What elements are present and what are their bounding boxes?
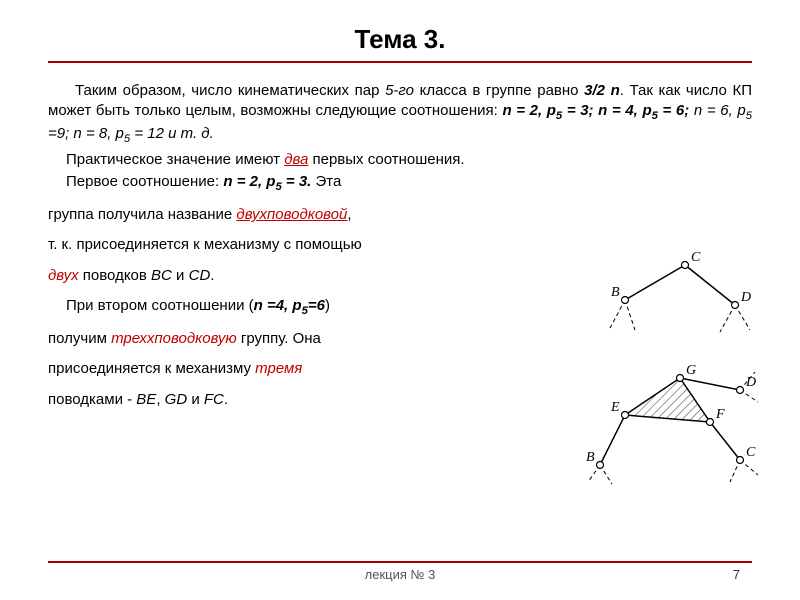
text: поводками - — [48, 391, 136, 408]
text-bold: 3/2 n — [584, 82, 620, 99]
text-red: двухповодковой — [236, 206, 347, 223]
text: получим — [48, 330, 111, 347]
text: ) — [325, 297, 330, 314]
text-bold: = 3. — [282, 173, 312, 190]
slide: Тема 3. Таким образом, число кинематичес… — [0, 0, 800, 600]
footer: лекция № 3 — [0, 561, 800, 582]
text: , — [347, 206, 351, 223]
line-5: т. к. присоединяется к механизму с помощ… — [48, 235, 568, 255]
paragraph-2: Практическое значение имеют два первых с… — [48, 150, 752, 170]
text-bold: = 6; — [658, 102, 689, 119]
text-emph: CD — [189, 267, 211, 284]
line-9: присоединяется к механизму тремя — [48, 359, 568, 379]
text: =9; n = 8, p — [48, 125, 124, 142]
diagram-three-link: E G F B D C — [580, 360, 770, 490]
text: n = 6, p — [689, 102, 745, 119]
text-red: два — [284, 151, 308, 168]
text-emph: BC — [151, 267, 172, 284]
line-4: группа получила название двухповодковой, — [48, 205, 568, 225]
text: группа получила название — [48, 206, 236, 223]
title-divider — [48, 61, 752, 63]
text: При втором соотношении ( — [66, 297, 254, 314]
text-bold: = 3; n = 4, p — [562, 102, 651, 119]
text: поводков — [79, 267, 151, 284]
text: Первое соотношение: — [66, 173, 223, 190]
slide-title: Тема 3. — [48, 24, 752, 55]
text: Таким образом, число кинематических пар — [75, 82, 385, 99]
paragraph-1: Таким образом, число кинематических пар … — [48, 81, 752, 148]
svg-text:G: G — [686, 363, 696, 378]
text-emph: 5-го — [385, 82, 414, 99]
text: присоединяется к механизму — [48, 360, 255, 377]
text-bold: n =4, p — [254, 297, 302, 314]
text: и — [187, 391, 204, 408]
text: = 12 и т. д. — [130, 125, 214, 142]
text-emph: FC — [204, 391, 224, 408]
svg-text:E: E — [610, 400, 620, 415]
text: первых соотношения. — [308, 151, 464, 168]
svg-text:D: D — [740, 290, 751, 305]
text-bold: n = 2, p — [502, 102, 555, 119]
text: . — [210, 267, 214, 284]
text-red: тремя — [255, 360, 302, 377]
line-6: двух поводков BC и CD. — [48, 266, 568, 286]
page-number: 7 — [733, 567, 740, 582]
text-emph: GD — [165, 391, 188, 408]
diagram-two-link: B C D — [600, 250, 760, 340]
text-emph: BE — [136, 391, 156, 408]
svg-text:B: B — [611, 285, 620, 300]
text: . — [224, 391, 228, 408]
footer-divider — [48, 561, 752, 563]
subscript: 5 — [746, 110, 752, 122]
text: Эта — [311, 173, 341, 190]
text-red: треххповодковую — [111, 330, 237, 347]
line-7: При втором соотношении (n =4, p5=6) — [48, 296, 568, 319]
paragraph-3: Первое соотношение: n = 2, p5 = 3. Эта — [48, 172, 568, 195]
svg-text:D: D — [745, 375, 756, 390]
text: и — [172, 267, 189, 284]
text: , — [156, 391, 164, 408]
text: класса в группе равно — [414, 82, 584, 99]
text-red: двух — [48, 267, 79, 284]
svg-text:F: F — [715, 407, 725, 422]
text-bold: =6 — [308, 297, 325, 314]
svg-text:C: C — [691, 250, 701, 265]
text-bold: n = 2, p — [223, 173, 275, 190]
footer-text: лекция № 3 — [0, 567, 800, 582]
svg-text:C: C — [746, 445, 756, 460]
left-column: Первое соотношение: n = 2, p5 = 3. Эта г… — [48, 172, 568, 410]
svg-text:B: B — [586, 450, 595, 465]
line-8: получим треххповодковую группу. Она — [48, 329, 568, 349]
text: Практическое значение имеют — [66, 151, 284, 168]
text: группу. Она — [237, 330, 321, 347]
line-10: поводками - BE, GD и FC. — [48, 390, 568, 410]
